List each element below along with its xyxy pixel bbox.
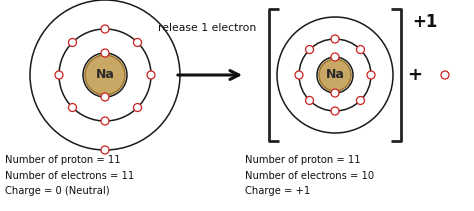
Text: +: + <box>408 66 422 84</box>
Circle shape <box>134 104 142 112</box>
Circle shape <box>356 46 365 54</box>
Circle shape <box>101 146 109 154</box>
Circle shape <box>356 96 365 104</box>
Circle shape <box>134 38 142 46</box>
Circle shape <box>147 71 155 79</box>
Text: Number of proton = 11
Number of electrons = 10
Charge = +1: Number of proton = 11 Number of electron… <box>245 155 374 196</box>
Circle shape <box>441 71 449 79</box>
Circle shape <box>68 104 76 112</box>
Text: Number of proton = 11
Number of electrons = 11
Charge = 0 (Neutral): Number of proton = 11 Number of electron… <box>5 155 134 196</box>
Circle shape <box>306 46 313 54</box>
Circle shape <box>331 107 339 115</box>
Text: +1: +1 <box>412 13 438 31</box>
Circle shape <box>68 38 76 46</box>
Circle shape <box>306 96 313 104</box>
Circle shape <box>367 71 375 79</box>
Text: release 1 electron: release 1 electron <box>158 23 256 33</box>
Circle shape <box>101 49 109 57</box>
Circle shape <box>55 71 63 79</box>
Circle shape <box>85 55 125 95</box>
Circle shape <box>331 53 339 61</box>
Circle shape <box>331 35 339 43</box>
Circle shape <box>101 93 109 101</box>
Circle shape <box>295 71 303 79</box>
Circle shape <box>319 59 351 91</box>
Circle shape <box>101 117 109 125</box>
Text: Na: Na <box>326 69 345 81</box>
Circle shape <box>101 25 109 33</box>
Text: Na: Na <box>96 69 114 81</box>
Circle shape <box>331 89 339 97</box>
